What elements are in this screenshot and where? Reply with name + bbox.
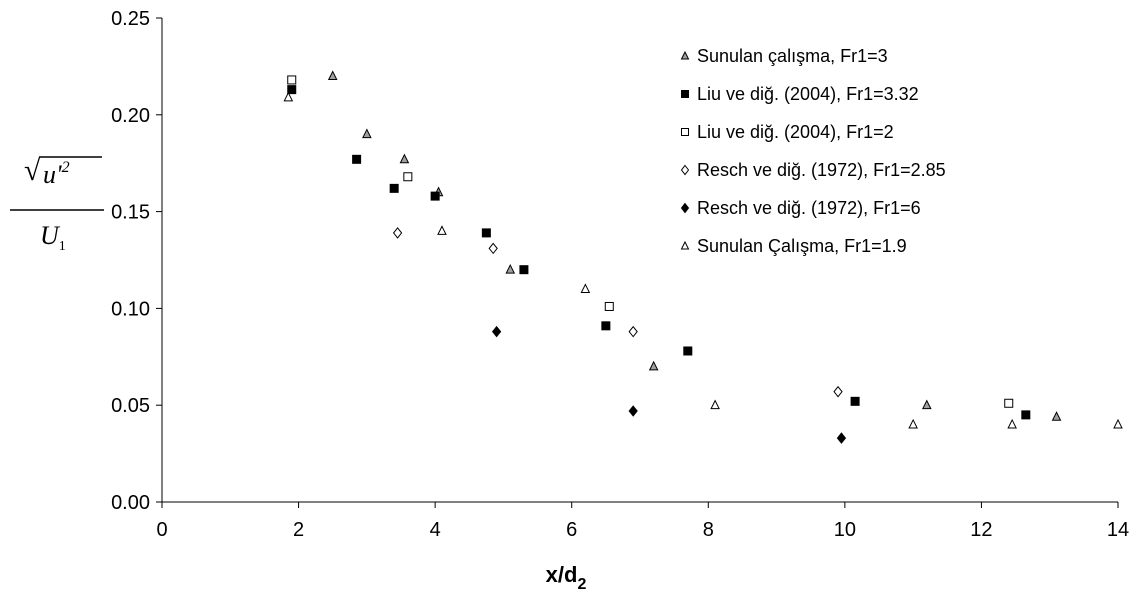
data-point-series-1 — [327, 70, 338, 81]
data-point-series-2 — [389, 183, 399, 193]
data-point-series-2 — [430, 191, 440, 201]
x-tick-label: 6 — [566, 519, 577, 541]
y-tick-label: 0.10 — [111, 298, 150, 320]
data-point-series-2 — [519, 265, 529, 275]
data-point-series-1 — [362, 128, 372, 139]
data-point-series-4 — [628, 325, 638, 338]
legend-label-2: Liu ve diğ. (2004), Fr1=3.32 — [697, 84, 919, 104]
data-point-series-2 — [601, 321, 611, 331]
data-point-series-5 — [491, 325, 502, 338]
legend-marker-3 — [681, 128, 689, 136]
data-point-series-2 — [1021, 410, 1031, 420]
legend-label-6: Sunulan Çalışma, Fr1=1.9 — [697, 236, 907, 256]
legend-label-5: Resch ve diğ. (1972), Fr1=6 — [697, 198, 921, 218]
y-tick-label: 0.00 — [111, 492, 150, 514]
data-point-series-2 — [481, 228, 491, 238]
data-point-series-1 — [921, 399, 932, 410]
y-tick-label: 0.25 — [111, 8, 150, 30]
axes — [156, 17, 1119, 508]
legend: Sunulan çalışma, Fr1=3 Liu ve diğ. (2004)… — [680, 46, 946, 256]
legend-marker-2 — [681, 90, 689, 98]
legend-label-1: Sunulan çalışma, Fr1=3 — [697, 46, 888, 66]
data-point-series-4 — [488, 242, 498, 255]
data-point-series-1 — [1051, 411, 1062, 421]
legend-marker-5 — [680, 202, 690, 214]
data-point-series-2 — [850, 396, 860, 406]
data-point-series-4 — [392, 227, 403, 239]
x-tick-label: 12 — [970, 519, 992, 541]
data-point-series-2 — [683, 346, 693, 356]
data-point-series-1 — [399, 153, 410, 164]
data-point-series-6 — [710, 399, 720, 410]
data-point-series-6 — [908, 418, 918, 429]
y-tick-label: 0.05 — [111, 395, 150, 417]
x-tick-label: 8 — [703, 519, 714, 541]
data-point-series-3 — [1004, 398, 1014, 408]
x-axis-title-subscript: 2 — [577, 576, 586, 593]
data-point-series-4 — [833, 385, 843, 398]
y-axis-title: √ u'2 U1 — [10, 154, 104, 254]
y-tick-label: 0.20 — [111, 105, 150, 127]
data-point-series-2 — [287, 85, 297, 95]
x-tick-label: 10 — [834, 519, 856, 541]
x-tick-label: 14 — [1107, 519, 1129, 541]
data-point-series-2 — [352, 154, 362, 164]
data-point-series-6 — [1007, 418, 1017, 429]
data-point-series-5 — [628, 405, 638, 417]
data-point-series-6 — [580, 283, 591, 293]
data-point-series-3 — [604, 301, 614, 311]
data-point-series-3 — [403, 172, 413, 182]
legend-marker-4 — [680, 164, 690, 176]
sqrt-sign: √ — [24, 154, 41, 187]
y-title-denominator: U1 — [40, 221, 66, 254]
x-axis-title: x/d2 — [546, 562, 587, 593]
x-tick-label: 4 — [430, 519, 441, 541]
data-point-series-1 — [648, 360, 659, 371]
legend-marker-1 — [680, 50, 690, 60]
y-title-numerator: u'2 — [43, 159, 70, 189]
x-tick-label: 2 — [293, 519, 304, 541]
x-tick-label: 0 — [156, 519, 167, 541]
legend-marker-6 — [680, 240, 690, 250]
data-point-series-6 — [283, 91, 294, 102]
data-point-series-5 — [836, 432, 847, 444]
y-tick-label: 0.15 — [111, 202, 150, 224]
data-points — [283, 70, 1123, 444]
data-point-series-1 — [505, 263, 516, 274]
legend-label-4: Resch ve diğ. (1972), Fr1=2.85 — [697, 160, 946, 180]
tick-labels: 0.00 0.05 0.10 0.15 0.20 0.25 0 2 4 6 8 10 12 14 — [111, 8, 1129, 541]
data-point-series-3 — [287, 75, 297, 85]
legend-label-3: Liu ve diğ. (2004), Fr1=2 — [697, 122, 894, 142]
data-point-series-6 — [437, 225, 447, 235]
data-point-series-6 — [1113, 418, 1123, 429]
x-axis-title-main: x/d — [546, 562, 578, 587]
